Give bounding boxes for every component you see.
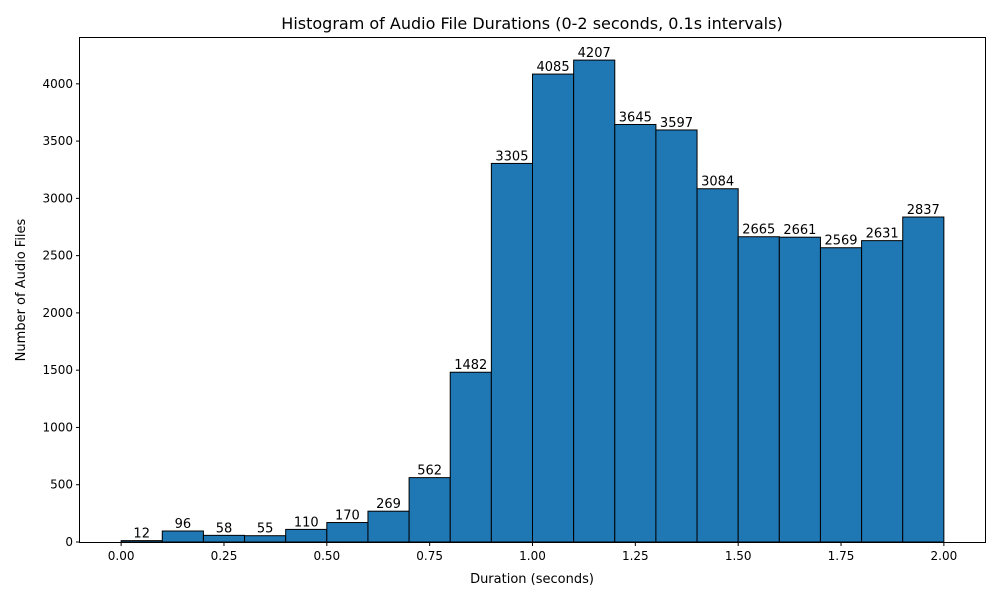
bar-value-label: 2661 xyxy=(783,223,816,238)
bar-value-label: 12 xyxy=(133,527,150,542)
histogram-bar xyxy=(285,528,328,543)
x-tick-label: 1.75 xyxy=(828,549,855,563)
bar-value-label: 2837 xyxy=(907,203,940,218)
histogram-bar xyxy=(573,59,616,543)
histogram-bar xyxy=(902,216,945,543)
bar-value-label: 3597 xyxy=(660,116,693,131)
bar-value-label: 269 xyxy=(376,497,401,512)
y-tick-label: 4000 xyxy=(42,77,73,91)
x-tick-label: 2.00 xyxy=(931,549,958,563)
histogram-bar xyxy=(532,73,575,543)
bar-value-label: 96 xyxy=(175,517,192,532)
bar-value-label: 110 xyxy=(294,515,319,530)
bar-value-label: 2631 xyxy=(866,227,899,242)
bar-value-label: 1482 xyxy=(454,358,487,373)
bar-value-label: 2569 xyxy=(824,234,857,249)
bar-value-label: 4207 xyxy=(578,46,611,61)
x-tick-label: 1.50 xyxy=(725,549,752,563)
bar-value-label: 4085 xyxy=(537,60,570,75)
y-tick-label: 3500 xyxy=(42,134,73,148)
y-axis-label: Number of Audio Files xyxy=(14,218,29,361)
y-tick-label: 3000 xyxy=(42,191,73,205)
x-tick-label: 0.25 xyxy=(211,549,238,563)
x-tick-label: 0.00 xyxy=(108,549,135,563)
x-tick-label: 1.25 xyxy=(622,549,649,563)
y-tick-label: 2500 xyxy=(42,249,73,263)
histogram-bar xyxy=(367,510,410,543)
x-tick-label: 1.00 xyxy=(519,549,546,563)
x-axis-label: Duration (seconds) xyxy=(470,572,594,587)
bar-value-label: 562 xyxy=(417,464,442,479)
y-tick-label: 500 xyxy=(50,478,73,492)
histogram-bar xyxy=(449,371,492,543)
x-axis: 0.00 0.25 0.50 0.75 1.00 1.25 1.50 1.75 2.00 xyxy=(108,542,957,563)
bar-value-label: 2665 xyxy=(742,223,775,238)
bar-labels-group: 12 96 58 55 110 170 269 562 1482 3305 4085 4207 3645… xyxy=(133,46,939,542)
x-tick-label: 0.75 xyxy=(416,549,443,563)
y-axis: 0 500 1000 1500 2000 2500 3000 3500 4000 xyxy=(42,77,80,549)
histogram-bar xyxy=(614,123,657,543)
bar-value-label: 3305 xyxy=(495,149,528,164)
histogram-bar xyxy=(819,247,863,543)
histogram-bar xyxy=(655,129,698,543)
histogram-bar xyxy=(161,530,204,543)
histogram-bar xyxy=(696,188,739,543)
bar-value-label: 58 xyxy=(216,521,233,536)
bars-group xyxy=(120,59,945,543)
histogram-bar xyxy=(408,477,451,543)
bar-value-label: 3084 xyxy=(701,175,734,190)
bar-value-label: 3645 xyxy=(619,110,652,125)
bar-value-label: 170 xyxy=(335,509,360,524)
y-tick-label: 1500 xyxy=(42,363,73,377)
histogram-bar xyxy=(326,522,369,543)
histogram-bar xyxy=(778,236,821,543)
y-tick-label: 2000 xyxy=(42,306,73,320)
histogram-bar xyxy=(861,240,904,543)
bar-value-label: 55 xyxy=(257,522,274,537)
x-tick-label: 0.50 xyxy=(313,549,340,563)
y-tick-label: 0 xyxy=(65,535,73,549)
histogram-bar xyxy=(490,162,534,543)
y-tick-label: 1000 xyxy=(42,420,73,434)
histogram-bar xyxy=(737,236,780,543)
plot-frame xyxy=(79,37,986,543)
chart-title: Histogram of Audio File Durations (0-2 s… xyxy=(281,14,782,33)
